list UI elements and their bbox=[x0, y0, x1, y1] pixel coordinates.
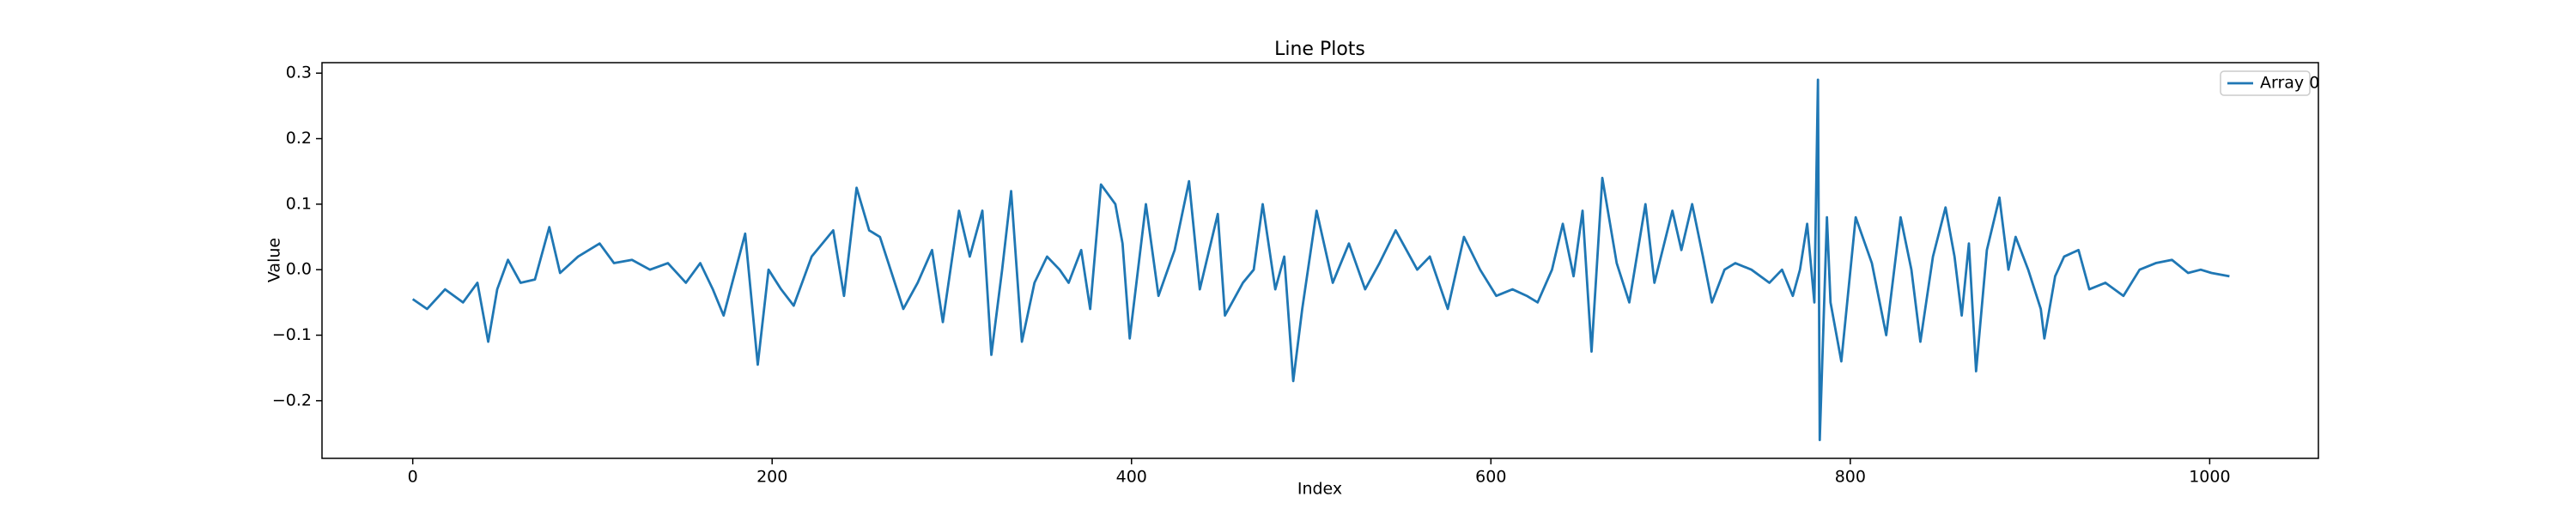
x-axis-label: Index bbox=[1297, 480, 1342, 499]
y-axis-label: Value bbox=[265, 238, 284, 282]
legend-box bbox=[2220, 70, 2311, 96]
x-tick-label: 800 bbox=[1835, 468, 1866, 487]
x-tick-label: 0 bbox=[408, 468, 418, 487]
x-tick-label: 200 bbox=[756, 468, 787, 487]
chart-title: Line Plots bbox=[1274, 39, 1365, 60]
y-tick-label: 0.0 bbox=[286, 260, 312, 279]
y-tick-label: 0.2 bbox=[286, 129, 312, 148]
data-line bbox=[411, 78, 2230, 442]
legend-label: Array 0 bbox=[2260, 74, 2319, 93]
y-tick-label: −0.2 bbox=[272, 391, 312, 409]
y-tick-label: −0.1 bbox=[272, 325, 312, 344]
plot-frame bbox=[321, 62, 2319, 459]
x-tick-label: 1000 bbox=[2189, 468, 2230, 487]
x-tick-label: 400 bbox=[1116, 468, 1147, 487]
y-tick-label: 0.1 bbox=[286, 194, 312, 213]
x-tick-label: 600 bbox=[1475, 468, 1506, 487]
y-tick-label: 0.3 bbox=[286, 64, 312, 82]
legend: Array 0 bbox=[2220, 70, 2319, 96]
